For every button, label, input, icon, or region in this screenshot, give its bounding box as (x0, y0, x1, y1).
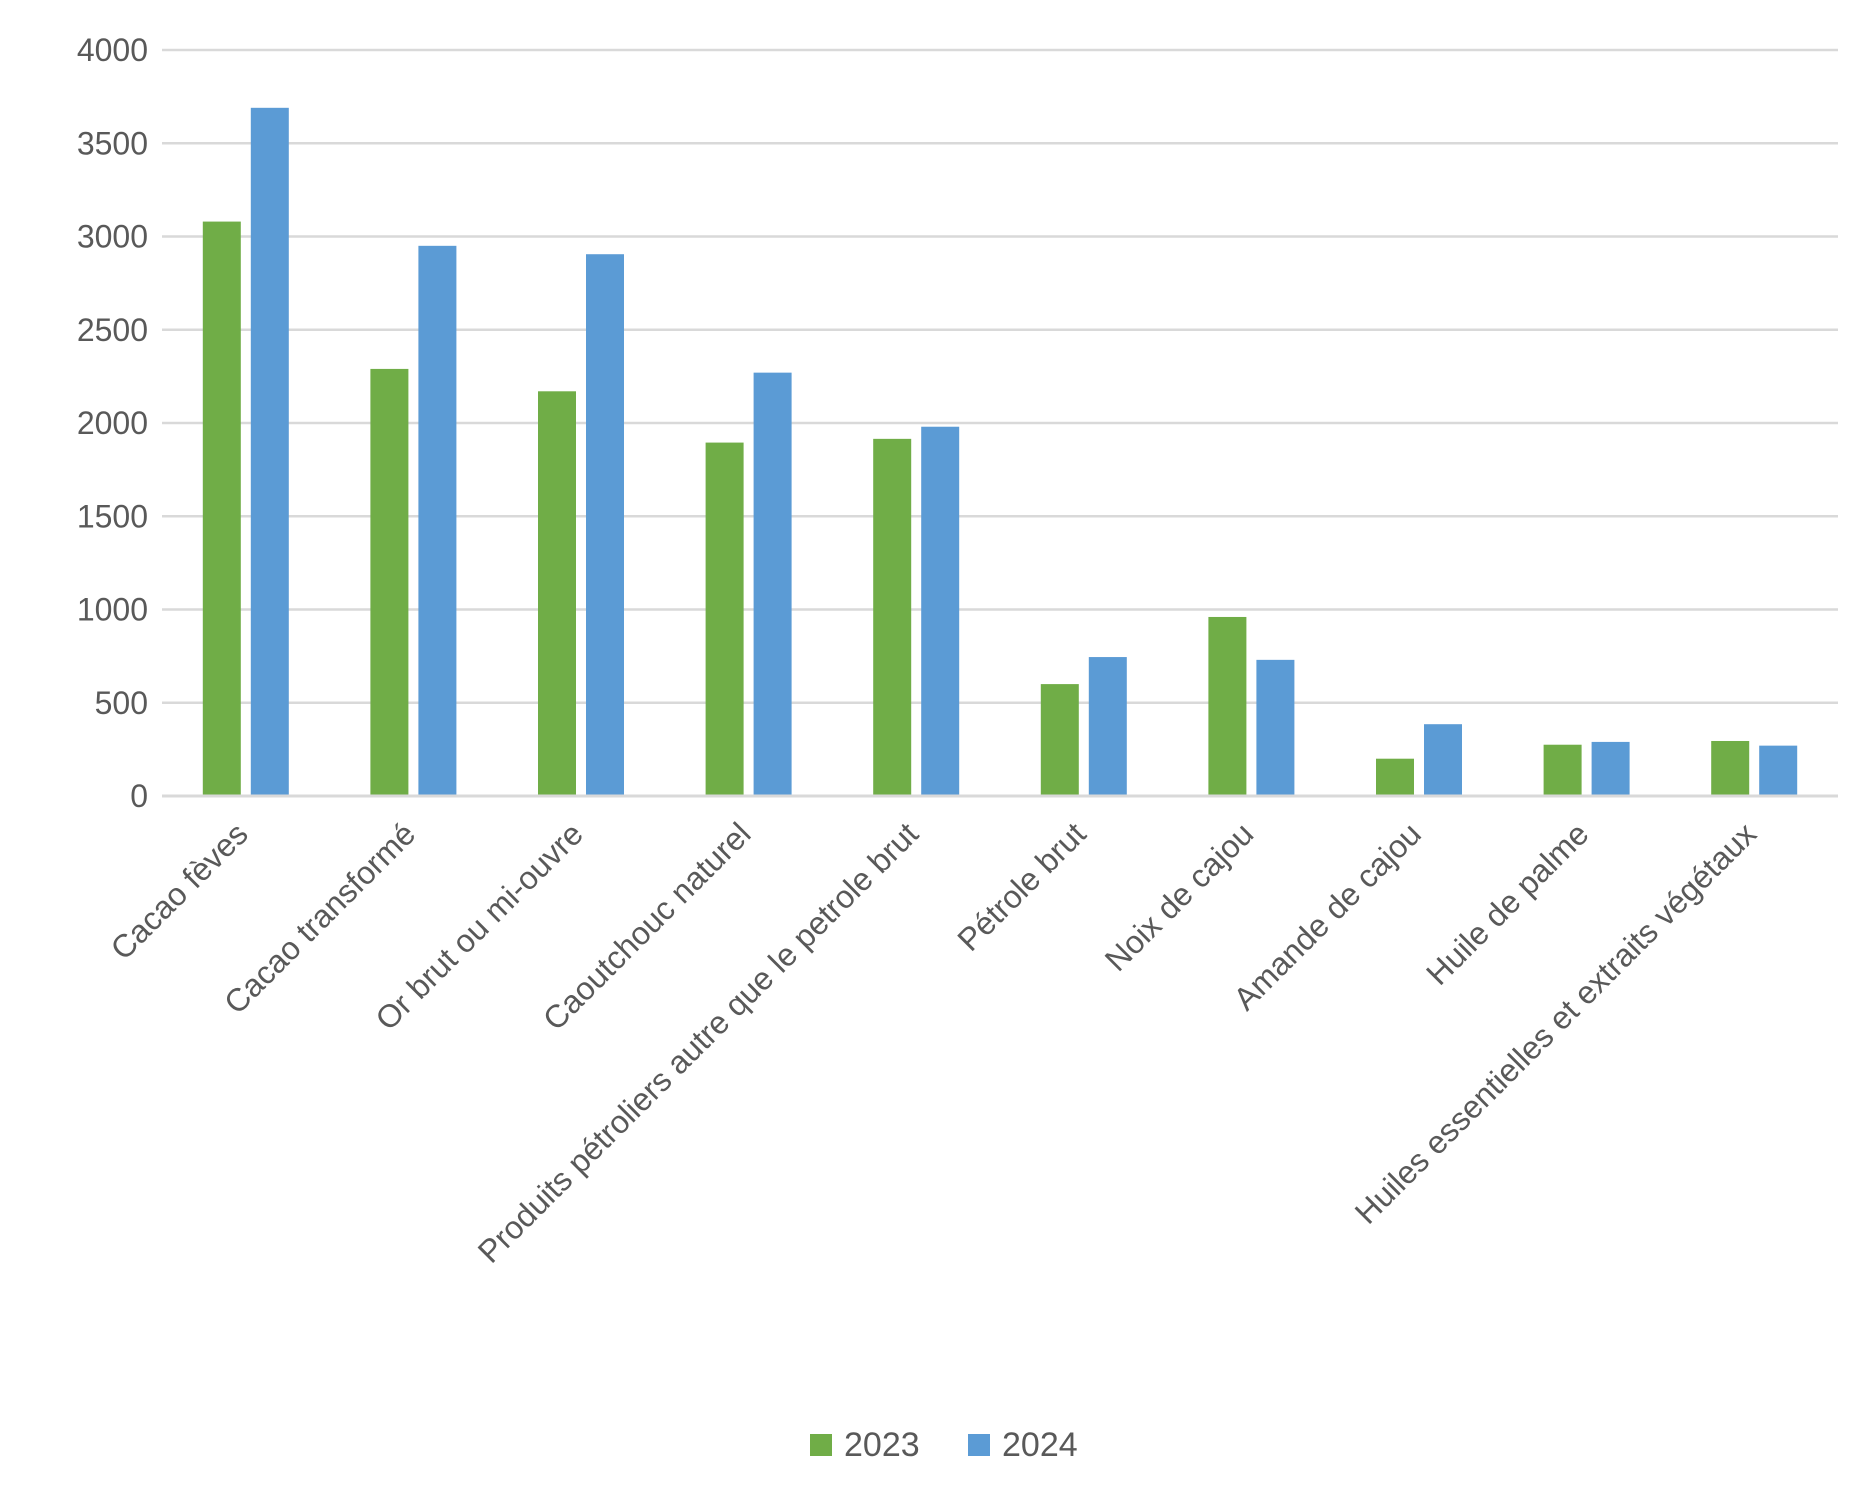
bar-2024 (586, 254, 624, 796)
bar-2023 (705, 442, 744, 796)
legend-swatch-2023 (810, 1434, 832, 1456)
bar-2023 (1208, 616, 1247, 796)
legend: 2023 2024 (810, 1426, 1078, 1464)
bar-2024 (1256, 659, 1295, 796)
y-tick-label: 2500 (77, 312, 148, 348)
gridlines (162, 48, 1838, 704)
x-tick-label: Cacao fèves (104, 815, 255, 966)
legend-swatch-2024 (968, 1434, 990, 1456)
bar-2023 (873, 438, 912, 796)
y-tick-label: 4000 (77, 32, 148, 68)
x-tick-label: Pétrole brut (950, 815, 1093, 958)
y-tick-label: 0 (130, 778, 148, 814)
x-tick-label: Huile de palme (1419, 815, 1595, 991)
y-tick-label: 1000 (77, 592, 148, 628)
legend-label-2023: 2023 (844, 1426, 920, 1464)
legend-label-2024: 2024 (1002, 1426, 1078, 1464)
bar-2023 (1543, 744, 1582, 796)
x-tick-label: Amande de cajou (1226, 815, 1428, 1017)
y-axis-ticks: 0 500 1000 1500 2000 2500 3000 3500 4000 (77, 32, 148, 814)
bar-2024 (753, 372, 792, 796)
y-tick-label: 3000 (77, 219, 148, 255)
y-tick-label: 500 (95, 685, 148, 721)
bar-2023 (1376, 758, 1414, 796)
y-tick-label: 3500 (77, 125, 148, 161)
bar-2024 (1591, 741, 1630, 796)
x-tick-label: Noix de cajou (1098, 815, 1261, 978)
bar-2023 (538, 391, 576, 796)
bar-2024 (1759, 745, 1798, 796)
bar-2023 (1040, 684, 1079, 796)
bar-2024 (418, 245, 457, 796)
bar-2024 (921, 426, 960, 796)
bar-2023 (370, 368, 409, 796)
bar-2023 (202, 221, 241, 796)
bar-2024 (1088, 657, 1127, 796)
y-tick-label: 2000 (77, 405, 148, 441)
bars (202, 107, 1798, 796)
y-tick-label: 1500 (77, 498, 148, 534)
bar-2024 (250, 107, 289, 796)
bar-2024 (1424, 724, 1462, 796)
bar-2023 (1711, 740, 1750, 796)
